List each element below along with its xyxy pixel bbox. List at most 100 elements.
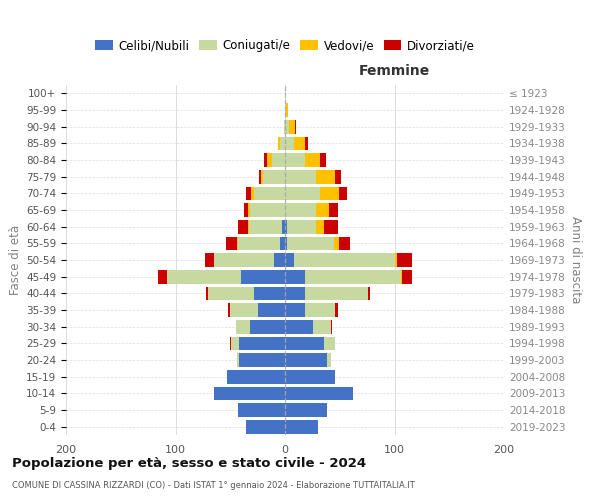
- Bar: [248, 220, 249, 234]
- Bar: [249, 220, 282, 234]
- Bar: [236, 320, 250, 334]
- Bar: [254, 186, 285, 200]
- Bar: [263, 170, 285, 183]
- Bar: [305, 303, 335, 317]
- Bar: [285, 370, 335, 384]
- Bar: [326, 353, 331, 367]
- Bar: [250, 203, 285, 217]
- Bar: [285, 170, 316, 183]
- Bar: [295, 120, 296, 134]
- Bar: [287, 236, 334, 250]
- Bar: [289, 120, 295, 134]
- Bar: [251, 186, 254, 200]
- Bar: [285, 303, 305, 317]
- Bar: [316, 203, 329, 217]
- Bar: [261, 170, 263, 183]
- Bar: [325, 336, 335, 350]
- Bar: [250, 320, 285, 334]
- Bar: [259, 170, 261, 183]
- Bar: [285, 103, 286, 117]
- Bar: [206, 286, 208, 300]
- Bar: [285, 253, 294, 267]
- Bar: [228, 303, 230, 317]
- Bar: [230, 336, 232, 350]
- Bar: [282, 220, 285, 234]
- Bar: [395, 253, 397, 267]
- Bar: [278, 136, 280, 150]
- Bar: [239, 336, 285, 350]
- Bar: [257, 303, 285, 317]
- Bar: [158, 270, 167, 283]
- Bar: [245, 186, 251, 200]
- Bar: [285, 386, 353, 400]
- Bar: [284, 120, 285, 134]
- Bar: [335, 170, 341, 183]
- Text: COMUNE DI CASSINA RIZZARDI (CO) - Dati ISTAT 1° gennaio 2024 - Elaborazione TUTT: COMUNE DI CASSINA RIZZARDI (CO) - Dati I…: [12, 481, 415, 490]
- Bar: [280, 136, 285, 150]
- Bar: [280, 236, 285, 250]
- Bar: [397, 253, 412, 267]
- Bar: [285, 220, 287, 234]
- Bar: [338, 186, 347, 200]
- Y-axis label: Fasce di età: Fasce di età: [9, 225, 22, 295]
- Text: Femmine: Femmine: [359, 64, 430, 78]
- Bar: [320, 186, 338, 200]
- Bar: [285, 353, 326, 367]
- Bar: [294, 253, 395, 267]
- Bar: [248, 203, 250, 217]
- Bar: [285, 420, 318, 434]
- Bar: [238, 220, 248, 234]
- Bar: [285, 336, 325, 350]
- Bar: [232, 336, 239, 350]
- Bar: [268, 153, 272, 167]
- Bar: [238, 403, 285, 417]
- Y-axis label: Anni di nascita: Anni di nascita: [569, 216, 582, 304]
- Bar: [208, 286, 254, 300]
- Bar: [316, 170, 335, 183]
- Bar: [305, 153, 320, 167]
- Bar: [285, 120, 289, 134]
- Bar: [285, 203, 316, 217]
- Bar: [254, 286, 285, 300]
- Bar: [285, 403, 326, 417]
- Bar: [214, 386, 285, 400]
- Bar: [305, 136, 308, 150]
- Bar: [272, 153, 285, 167]
- Bar: [227, 370, 285, 384]
- Bar: [329, 203, 338, 217]
- Bar: [305, 270, 401, 283]
- Bar: [305, 286, 368, 300]
- Bar: [237, 353, 239, 367]
- Bar: [334, 236, 338, 250]
- Bar: [214, 253, 274, 267]
- Bar: [320, 153, 326, 167]
- Bar: [230, 303, 257, 317]
- Bar: [331, 320, 332, 334]
- Bar: [338, 236, 350, 250]
- Bar: [205, 253, 214, 267]
- Bar: [287, 220, 316, 234]
- Bar: [368, 286, 370, 300]
- Bar: [239, 353, 285, 367]
- Bar: [401, 270, 402, 283]
- Bar: [286, 103, 288, 117]
- Bar: [402, 270, 412, 283]
- Bar: [285, 186, 320, 200]
- Bar: [285, 236, 287, 250]
- Bar: [244, 203, 248, 217]
- Bar: [167, 270, 241, 283]
- Bar: [241, 270, 285, 283]
- Bar: [285, 153, 305, 167]
- Text: Popolazione per età, sesso e stato civile - 2024: Popolazione per età, sesso e stato civil…: [12, 458, 366, 470]
- Bar: [285, 270, 305, 283]
- Bar: [237, 236, 238, 250]
- Bar: [294, 136, 305, 150]
- Bar: [325, 220, 338, 234]
- Bar: [285, 136, 294, 150]
- Bar: [245, 420, 285, 434]
- Bar: [285, 286, 305, 300]
- Bar: [313, 320, 331, 334]
- Bar: [238, 236, 280, 250]
- Bar: [285, 320, 313, 334]
- Bar: [335, 303, 338, 317]
